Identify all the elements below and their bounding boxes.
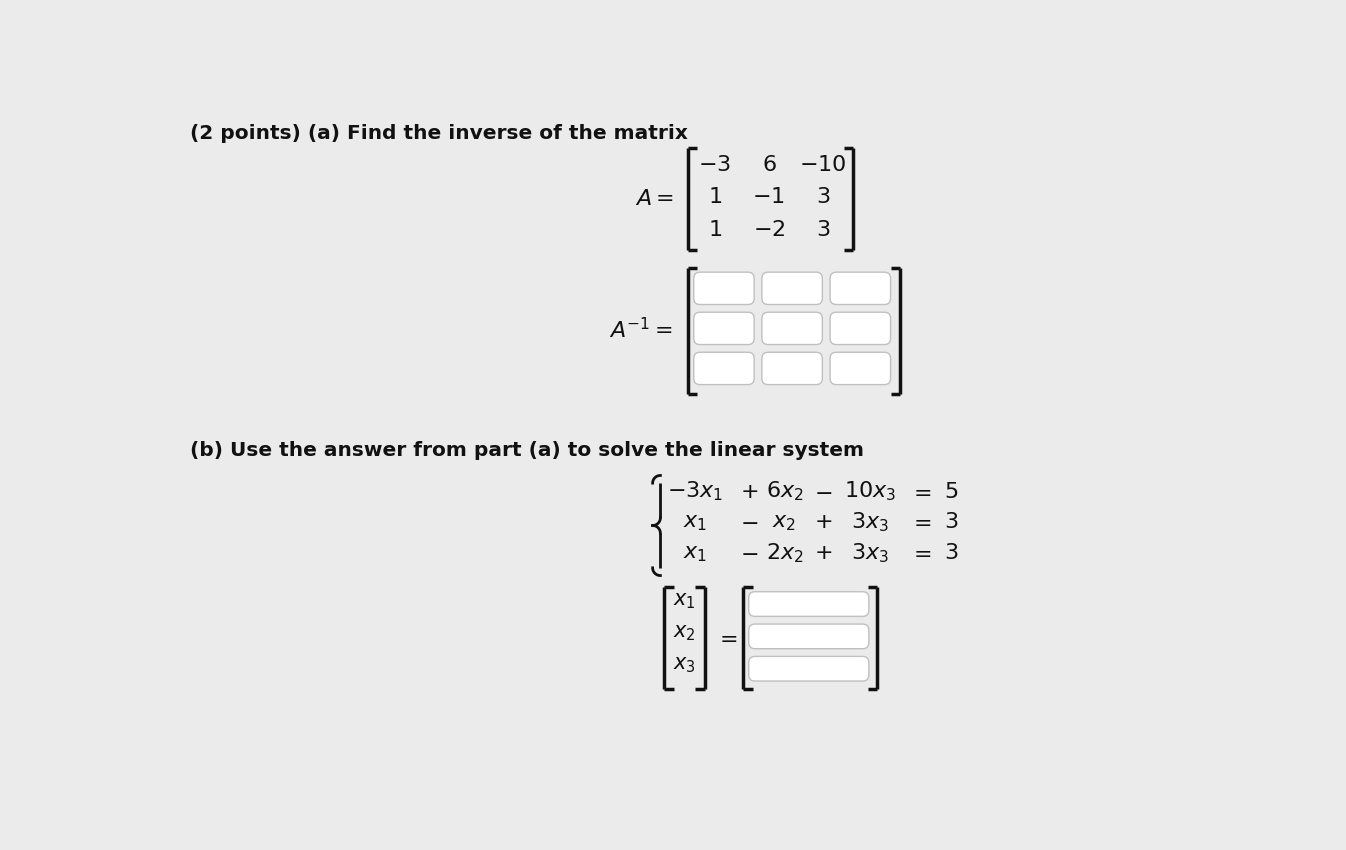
FancyBboxPatch shape [830, 312, 891, 344]
Text: $-3x_1$: $-3x_1$ [668, 479, 723, 503]
Text: $=$: $=$ [909, 542, 931, 564]
Text: $A =$: $A =$ [634, 188, 673, 210]
FancyBboxPatch shape [748, 592, 870, 616]
Text: $-$: $-$ [740, 542, 759, 564]
FancyBboxPatch shape [693, 352, 754, 384]
Text: $10x_3$: $10x_3$ [844, 479, 895, 503]
Text: $3$: $3$ [944, 512, 958, 534]
FancyBboxPatch shape [830, 272, 891, 304]
Text: $=$: $=$ [909, 512, 931, 534]
Text: $3$: $3$ [816, 186, 830, 208]
FancyBboxPatch shape [693, 272, 754, 304]
Text: $6x_2$: $6x_2$ [766, 479, 804, 503]
Text: $x_1$: $x_1$ [684, 542, 707, 564]
Text: $3x_3$: $3x_3$ [851, 511, 888, 534]
Text: $A^{-1} =$: $A^{-1} =$ [610, 318, 673, 343]
FancyBboxPatch shape [748, 656, 870, 681]
Text: $6$: $6$ [762, 154, 777, 176]
FancyBboxPatch shape [762, 312, 822, 344]
Text: (2 points) (a) Find the inverse of the matrix: (2 points) (a) Find the inverse of the m… [190, 123, 688, 143]
Text: $x_2$: $x_2$ [773, 512, 797, 534]
Text: $-10$: $-10$ [800, 154, 847, 176]
Text: $-$: $-$ [814, 480, 832, 502]
Text: $3$: $3$ [816, 218, 830, 241]
Text: $-$: $-$ [740, 512, 759, 534]
Text: $3x_3$: $3x_3$ [851, 541, 888, 565]
Text: $=$: $=$ [909, 480, 931, 502]
Text: $3$: $3$ [944, 542, 958, 564]
Text: $-3$: $-3$ [699, 154, 731, 176]
Text: $x_3$: $x_3$ [673, 656, 696, 676]
Text: $+$: $+$ [814, 512, 832, 534]
Text: $1$: $1$ [708, 186, 721, 208]
FancyBboxPatch shape [748, 624, 870, 649]
Text: $1$: $1$ [708, 218, 721, 241]
Text: $+$: $+$ [814, 542, 832, 564]
Text: $x_2$: $x_2$ [673, 624, 696, 643]
FancyBboxPatch shape [762, 352, 822, 384]
FancyBboxPatch shape [830, 352, 891, 384]
Text: $5$: $5$ [944, 480, 958, 502]
Text: $-2$: $-2$ [752, 218, 785, 241]
Text: $-1$: $-1$ [752, 186, 785, 208]
Text: $=$: $=$ [715, 627, 738, 649]
Text: $x_1$: $x_1$ [684, 512, 707, 534]
Text: (b) Use the answer from part (a) to solve the linear system: (b) Use the answer from part (a) to solv… [190, 441, 864, 460]
Text: $2x_2$: $2x_2$ [766, 541, 804, 565]
Text: $x_1$: $x_1$ [673, 591, 696, 611]
Text: $+$: $+$ [740, 480, 759, 502]
FancyBboxPatch shape [693, 312, 754, 344]
FancyBboxPatch shape [762, 272, 822, 304]
